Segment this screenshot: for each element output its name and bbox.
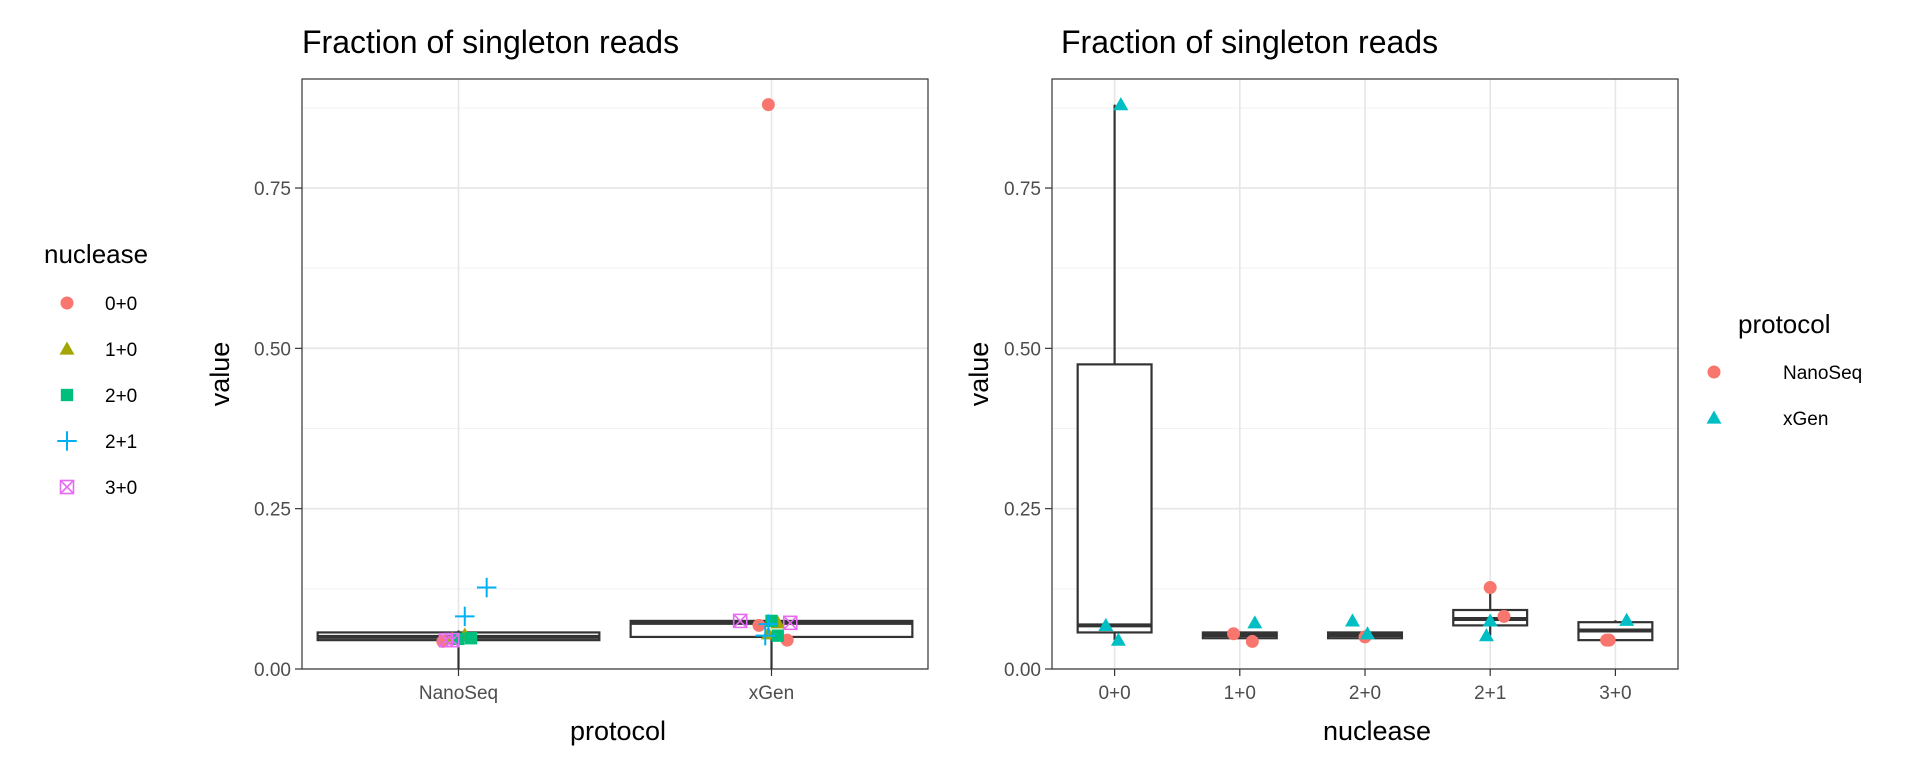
legend-nuclease-entry-2+1: 2+1: [57, 431, 137, 453]
p1-point-2+1: [755, 625, 775, 646]
p2-point-xGen: [1345, 613, 1360, 627]
p1-x-tick-label: NanoSeq: [419, 683, 498, 704]
p2-point-xGen: [1360, 626, 1375, 640]
chart1-y-axis-title: value: [205, 342, 235, 407]
legend-nuclease-keys: 0+0 1+0 2+0 2+1 3+0: [57, 294, 137, 499]
p2-point-NanoSeq: [1245, 634, 1259, 648]
chart1-panel-border: [301, 78, 929, 670]
p2-y-tick-label: 0.00: [1004, 660, 1041, 681]
panel-protocol: Fraction of singleton reads 0.00 0.25 0.50…: [205, 24, 929, 746]
legend-nuclease-label-2+1: 2+1: [105, 432, 137, 453]
legend-protocol-entry-xGen: xGen: [1706, 409, 1828, 430]
p2-y-tick-label: 0.75: [1004, 179, 1041, 200]
p2-y-tick-label: 0.25: [1004, 500, 1041, 521]
panel-nuclease: Fraction of singleton reads 0.00 0.25 0.50…: [964, 24, 1679, 746]
legend-protocol-key-NanoSeq: [1707, 365, 1721, 379]
legend-nuclease-key-3+0: [59, 479, 75, 495]
p2-point-xGen: [1619, 612, 1635, 626]
p2-point-xGen: [1098, 617, 1114, 631]
p2-point-NanoSeq: [1227, 627, 1241, 641]
chart2-y-axis-title: value: [964, 342, 994, 407]
p2-box-2+1: [1452, 587, 1529, 636]
chart2-x-axis: 0+0 1+0 2+0 2+1 3+0: [1098, 669, 1632, 704]
p1-point-3+0: [782, 615, 798, 631]
chart1-points: [436, 98, 798, 648]
legend-protocol-title: protocol: [1738, 309, 1831, 339]
legend-protocol-keys: NanoSeq xGen: [1706, 363, 1862, 430]
p1-point-3+0: [444, 632, 460, 648]
p2-point-xGen: [1113, 97, 1129, 111]
legend-nuclease: nuclease 0+0 1+0 2+0 2+1 3+0: [44, 239, 148, 499]
p1-y-tick-label: 0.50: [254, 339, 291, 360]
legend-nuclease-key-0+0: [60, 296, 74, 310]
p2-x-tick-label: 2+1: [1474, 683, 1506, 704]
p1-y-tick-label: 0.00: [254, 660, 291, 681]
legend-nuclease-entry-2+0: 2+0: [60, 386, 137, 407]
p2-point-NanoSeq: [1497, 609, 1511, 623]
p2-point-xGen: [1110, 632, 1126, 646]
legend-nuclease-label-2+0: 2+0: [105, 386, 137, 407]
p2-x-tick-label: 1+0: [1224, 683, 1256, 704]
p2-point-xGen: [1478, 628, 1494, 642]
p1-y-tick-label: 0.75: [254, 179, 291, 200]
p1-point-2+0: [765, 614, 778, 628]
chart2-boxes: [1076, 104, 1654, 642]
p1-y-tick-label: 0.25: [254, 500, 291, 521]
legend-protocol-label-NanoSeq: NanoSeq: [1783, 363, 1862, 384]
chart1-boxes: [316, 618, 914, 669]
p2-x-tick-label: 2+0: [1349, 683, 1381, 704]
p2-y-tick-label: 0.50: [1004, 339, 1041, 360]
chart1-x-axis: NanoSeq xGen: [419, 669, 794, 704]
legend-nuclease-title: nuclease: [44, 239, 148, 269]
legend-nuclease-key-1+0: [59, 341, 75, 355]
legend-nuclease-key-2+1: [57, 431, 77, 451]
p2-box-3+0: [1577, 620, 1654, 642]
p1-point-2+1: [476, 577, 497, 598]
p1-point-2+0: [464, 632, 478, 645]
p1-point-2+1: [758, 614, 779, 634]
legend-nuclease-label-3+0: 3+0: [105, 478, 137, 499]
legend-nuclease-key-2+0: [60, 388, 74, 402]
p1-point-2+0: [771, 629, 784, 642]
legend-nuclease-entry-3+0: 3+0: [59, 478, 137, 499]
chart1-title: Fraction of singleton reads: [302, 24, 679, 60]
p2-point-xGen: [1247, 615, 1263, 629]
legend-protocol-label-xGen: xGen: [1783, 409, 1828, 430]
p1-point-0+0: [761, 98, 775, 112]
p2-box-0+0: [1076, 104, 1153, 641]
chart1-x-axis-title: protocol: [570, 716, 666, 746]
legend-nuclease-label-0+0: 0+0: [105, 294, 137, 315]
chart2-y-axis: 0.00 0.25 0.50 0.75: [1004, 179, 1052, 681]
chart2-x-axis-title: nuclease: [1323, 716, 1431, 746]
legend-nuclease-label-1+0: 1+0: [105, 340, 137, 361]
p1-point-0+0: [752, 618, 766, 632]
legend-protocol: protocol NanoSeq xGen: [1706, 309, 1862, 430]
p2-x-tick-label: 3+0: [1599, 683, 1631, 704]
legend-nuclease-entry-0+0: 0+0: [60, 294, 137, 315]
p2-x-tick-label: 0+0: [1098, 683, 1130, 704]
p1-point-3+0: [732, 613, 748, 629]
p1-point-2+1: [455, 606, 475, 627]
p2-point-xGen: [1482, 613, 1498, 627]
chart2-title: Fraction of singleton reads: [1061, 24, 1438, 60]
legend-protocol-entry-NanoSeq: NanoSeq: [1707, 363, 1862, 384]
legend-protocol-key-xGen: [1706, 410, 1722, 424]
chart2-points: [1098, 97, 1635, 648]
legend-nuclease-entry-1+0: 1+0: [59, 340, 137, 361]
chart1-grid: [302, 79, 928, 670]
p1-x-tick-label: xGen: [749, 683, 794, 704]
chart1-y-axis: 0.00 0.25 0.50 0.75: [254, 179, 302, 681]
p2-point-NanoSeq: [1483, 581, 1497, 595]
p2-point-NanoSeq: [1600, 633, 1614, 647]
